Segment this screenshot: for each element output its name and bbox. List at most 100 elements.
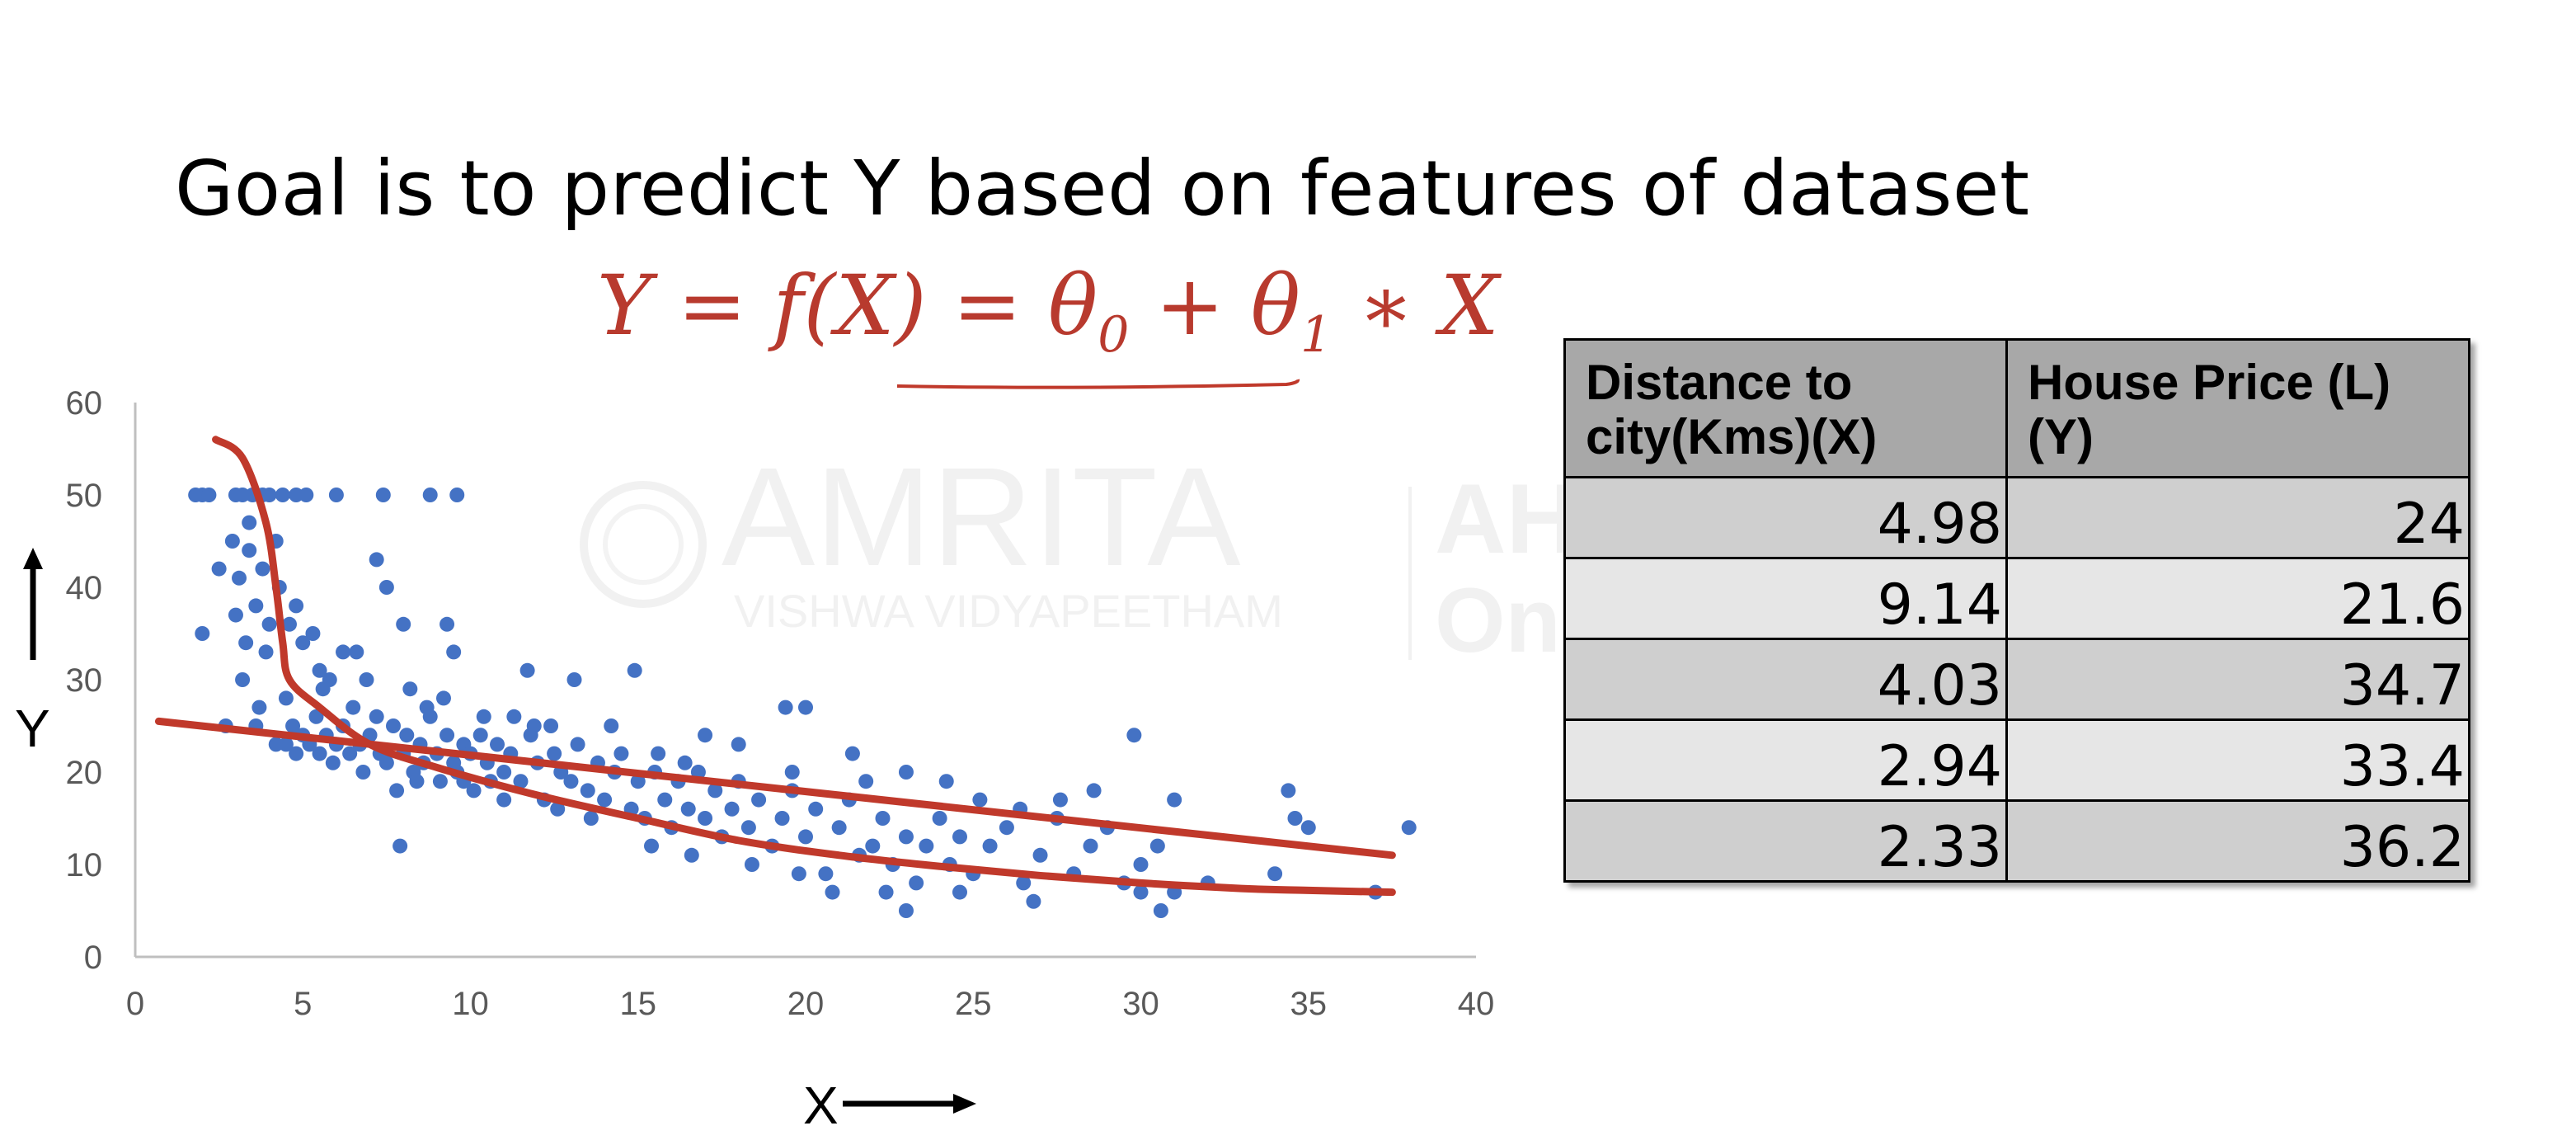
data-point: [378, 755, 394, 770]
y-axis-arrowhead: [23, 548, 43, 569]
data-point: [898, 765, 914, 780]
data-point: [496, 765, 512, 780]
data-point: [680, 801, 696, 817]
data-point: [1267, 866, 1283, 882]
table-row: 4.03 34.7: [1563, 638, 2470, 721]
data-point: [342, 746, 358, 761]
data-point: [791, 866, 806, 882]
data-point: [630, 774, 646, 789]
data-point: [472, 728, 488, 743]
data-point: [1133, 857, 1149, 872]
data-point: [242, 543, 257, 558]
formula-lhs: Y = f(X) = θ: [597, 257, 1098, 354]
x-tick-label: 40: [1458, 986, 1495, 1022]
data-point: [386, 718, 402, 733]
data-point: [224, 534, 240, 549]
table-row: 9.14 21.6: [1563, 557, 2470, 640]
data-point: [285, 718, 301, 733]
data-point: [707, 783, 723, 798]
data-point: [865, 838, 881, 854]
table-cell-distance: 2.94: [1563, 718, 2008, 802]
formula-rhs: ∗ X: [1332, 257, 1499, 354]
data-point: [982, 838, 998, 854]
data-point: [328, 488, 344, 502]
table-cell-price: 34.7: [2005, 638, 2470, 721]
formula-mid: + θ: [1129, 257, 1300, 354]
table-row: 2.94 33.4: [1563, 718, 2470, 802]
y-tick-label: 30: [66, 662, 103, 699]
data-point: [744, 857, 759, 872]
data-point: [724, 801, 740, 817]
data-point: [238, 635, 254, 651]
table-row: 2.33 36.2: [1563, 799, 2470, 883]
data-point: [566, 672, 582, 687]
data-point: [657, 792, 673, 808]
data-point: [778, 700, 793, 715]
data-point: [261, 616, 277, 632]
data-point: [597, 792, 613, 808]
data-point: [325, 755, 341, 770]
data-point: [258, 644, 274, 660]
data-point: [235, 672, 251, 687]
linear-fit-line: [154, 717, 1396, 860]
data-point: [435, 690, 451, 706]
table-cell-price: 21.6: [2005, 557, 2470, 640]
table-cell-distance: 4.98: [1563, 476, 2008, 559]
data-point: [506, 709, 522, 724]
data-point: [393, 838, 408, 854]
data-point: [242, 515, 257, 530]
data-point: [496, 792, 512, 808]
data-point: [1300, 820, 1316, 836]
data-point: [211, 561, 227, 577]
data-point: [378, 580, 394, 595]
data-point: [422, 709, 438, 724]
data-point: [389, 783, 405, 798]
table-header-price: House Price (L)(Y): [2005, 338, 2470, 478]
data-point: [651, 746, 666, 761]
table-cell-price: 33.4: [2005, 718, 2470, 802]
data-point: [449, 488, 465, 502]
data-point: [878, 884, 894, 900]
data-point: [312, 662, 327, 678]
data-point: [369, 552, 384, 568]
data-point: [1281, 783, 1296, 798]
data-point: [613, 746, 629, 761]
data-point: [261, 488, 277, 502]
data-point: [440, 728, 455, 743]
x-tick-label: 25: [955, 986, 992, 1022]
data-point: [349, 644, 364, 660]
data-point: [938, 774, 954, 789]
x-axis-arrowhead: [953, 1094, 976, 1114]
data-point: [519, 662, 535, 678]
data-point: [1149, 838, 1165, 854]
data-point: [570, 737, 585, 752]
data-point: [547, 746, 562, 761]
data-point: [355, 765, 371, 780]
data-point: [315, 681, 331, 697]
data-point: [409, 774, 425, 789]
data-point: [972, 792, 988, 808]
data-point: [1126, 728, 1142, 743]
x-tick-label: 15: [620, 986, 657, 1022]
table-row: 4.98 24: [1563, 476, 2470, 559]
data-point: [375, 488, 391, 502]
y-axis-label: Y: [15, 699, 50, 758]
data-point: [275, 488, 290, 502]
y-tick-labels: 0 10 20 30 40 50 60: [66, 385, 103, 976]
data-point: [952, 829, 967, 845]
data-point: [312, 746, 327, 761]
x-tick-label: 30: [1122, 986, 1159, 1022]
data-point: [798, 829, 813, 845]
data-point: [999, 820, 1014, 836]
data-point: [858, 774, 874, 789]
data-point: [399, 728, 415, 743]
data-point: [677, 755, 693, 770]
table-header-distance: Distance to city(Kms)(X): [1563, 338, 2008, 478]
data-point: [490, 737, 505, 752]
data-point: [466, 783, 482, 798]
y-tick-label: 0: [84, 940, 102, 976]
data-point: [774, 811, 790, 826]
data-point: [1287, 811, 1303, 826]
table-cell-distance: 4.03: [1563, 638, 2008, 721]
data-point: [476, 709, 491, 724]
